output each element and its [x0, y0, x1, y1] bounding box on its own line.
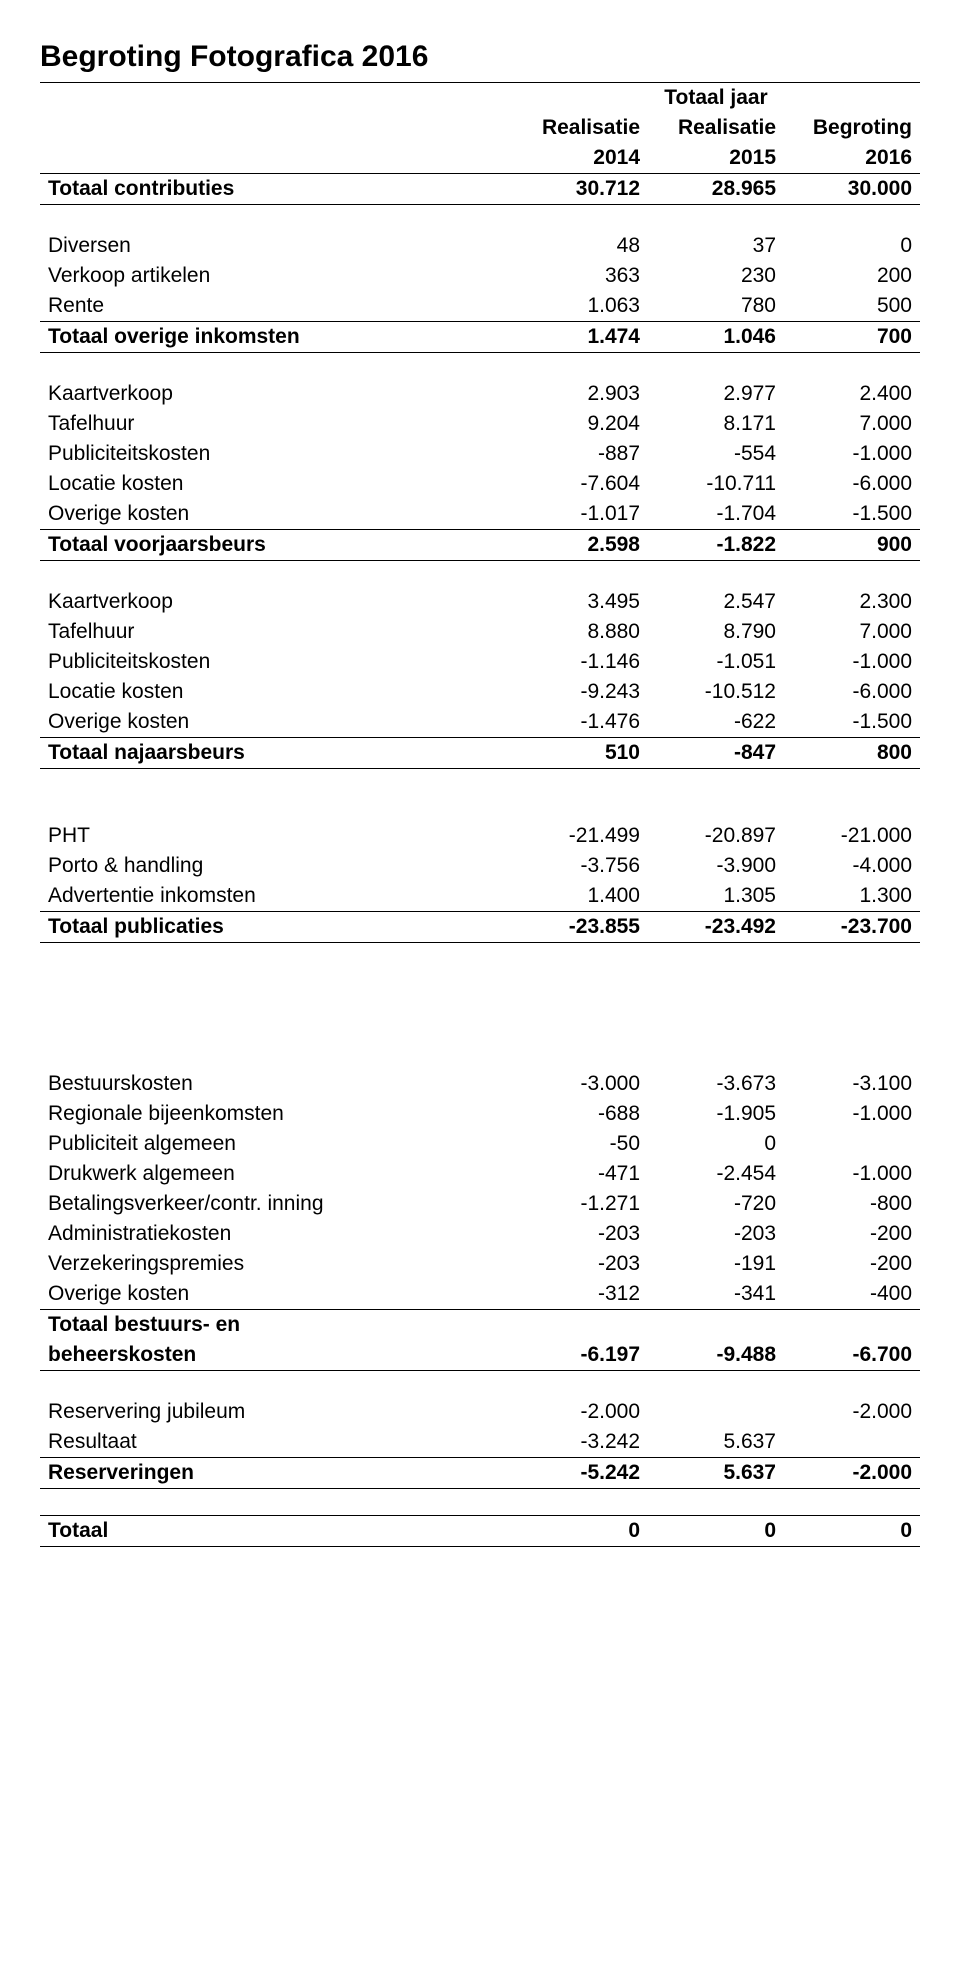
- row-publiciteit-voorjaar: Publiciteitskosten -887 -554 -1.000: [40, 439, 920, 469]
- row-administratie: Administratiekosten -203 -203 -200: [40, 1219, 920, 1249]
- row-totaal-bestuur-line2: beheerskosten -6.197 -9.488 -6.700: [40, 1340, 920, 1371]
- row-verzekeringspremies: Verzekeringspremies -203 -191 -200: [40, 1249, 920, 1279]
- row-regionale: Regionale bijeenkomsten -688 -1.905 -1.0…: [40, 1099, 920, 1129]
- table-header-super: Totaal jaar: [40, 83, 920, 114]
- table-header-line1: Realisatie Realisatie Begroting: [40, 113, 920, 143]
- row-reserveringen: Reserveringen -5.242 5.637 -2.000: [40, 1458, 920, 1489]
- row-porto: Porto & handling -3.756 -3.900 -4.000: [40, 851, 920, 881]
- row-verkoop: Verkoop artikelen 363 230 200: [40, 261, 920, 291]
- col-2016b: 2016: [784, 143, 920, 174]
- row-resultaat: Resultaat -3.242 5.637: [40, 1427, 920, 1458]
- page-title: Begroting Fotografica 2016: [40, 40, 920, 74]
- budget-document: Begroting Fotografica 2016 Totaal jaar R…: [0, 40, 960, 1547]
- col-2015a: Realisatie: [648, 113, 784, 143]
- row-betalingsverkeer: Betalingsverkeer/contr. inning -1.271 -7…: [40, 1189, 920, 1219]
- row-totaal-najaarsbeurs: Totaal najaarsbeurs 510 -847 800: [40, 738, 920, 769]
- row-diversen: Diversen 48 37 0: [40, 231, 920, 261]
- col-2014b: 2014: [512, 143, 648, 174]
- col-2015b: 2015: [648, 143, 784, 174]
- row-kaartverkoop-voorjaar: Kaartverkoop 2.903 2.977 2.400: [40, 379, 920, 409]
- col-2016a: Begroting: [784, 113, 920, 143]
- row-bestuurskosten: Bestuurskosten -3.000 -3.673 -3.100: [40, 1069, 920, 1099]
- col-2014a: Realisatie: [512, 113, 648, 143]
- row-overige-najaar: Overige kosten -1.476 -622 -1.500: [40, 707, 920, 738]
- row-totaal-contributies: Totaal contributies 30.712 28.965 30.000: [40, 174, 920, 205]
- row-locatie-najaar: Locatie kosten -9.243 -10.512 -6.000: [40, 677, 920, 707]
- row-publiciteit-algemeen: Publiciteit algemeen -50 0: [40, 1129, 920, 1159]
- row-advertentie: Advertentie inkomsten 1.400 1.305 1.300: [40, 881, 920, 912]
- row-reservering-jubileum: Reservering jubileum -2.000 -2.000: [40, 1397, 920, 1427]
- row-totaal-final: Totaal 0 0 0: [40, 1516, 920, 1547]
- row-totaal-publicaties: Totaal publicaties -23.855 -23.492 -23.7…: [40, 912, 920, 943]
- row-overige-bestuur: Overige kosten -312 -341 -400: [40, 1279, 920, 1310]
- row-tafelhuur-najaar: Tafelhuur 8.880 8.790 7.000: [40, 617, 920, 647]
- row-tafelhuur-voorjaar: Tafelhuur 9.204 8.171 7.000: [40, 409, 920, 439]
- row-locatie-voorjaar: Locatie kosten -7.604 -10.711 -6.000: [40, 469, 920, 499]
- row-totaal-bestuur-line1: Totaal bestuurs- en: [40, 1310, 920, 1341]
- row-totaal-voorjaarsbeurs: Totaal voorjaarsbeurs 2.598 -1.822 900: [40, 530, 920, 561]
- budget-table: Totaal jaar Realisatie Realisatie Begrot…: [40, 82, 920, 1547]
- row-drukwerk: Drukwerk algemeen -471 -2.454 -1.000: [40, 1159, 920, 1189]
- row-pht: PHT -21.499 -20.897 -21.000: [40, 821, 920, 851]
- row-kaartverkoop-najaar: Kaartverkoop 3.495 2.547 2.300: [40, 587, 920, 617]
- row-publiciteit-najaar: Publiciteitskosten -1.146 -1.051 -1.000: [40, 647, 920, 677]
- row-totaal-overige-inkomsten: Totaal overige inkomsten 1.474 1.046 700: [40, 322, 920, 353]
- row-rente: Rente 1.063 780 500: [40, 291, 920, 322]
- table-header-line2: 2014 2015 2016: [40, 143, 920, 174]
- header-super: Totaal jaar: [648, 83, 784, 114]
- row-overige-voorjaar: Overige kosten -1.017 -1.704 -1.500: [40, 499, 920, 530]
